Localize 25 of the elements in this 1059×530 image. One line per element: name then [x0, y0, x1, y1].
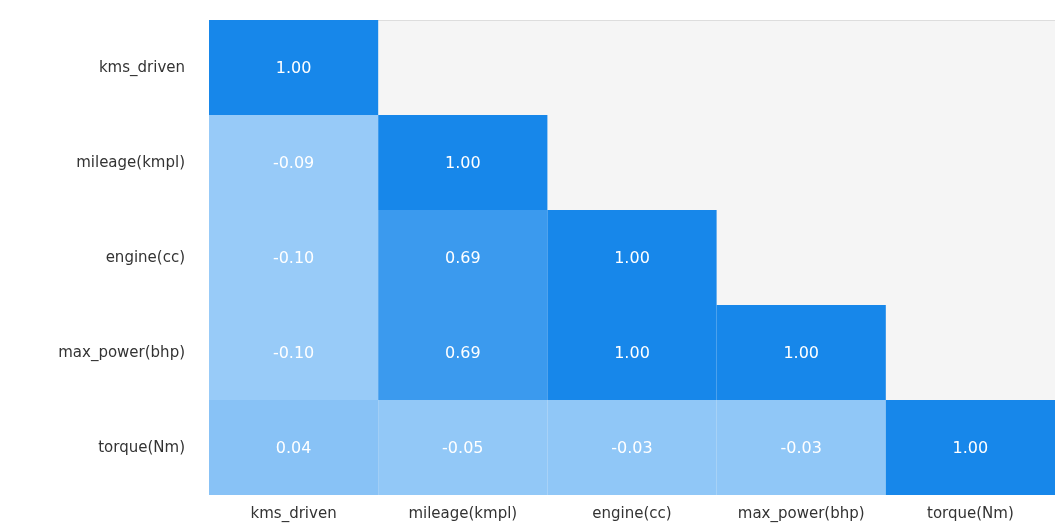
- data-label: 0.04: [275, 438, 312, 457]
- data-label: 0.69: [444, 343, 481, 362]
- data-label: 1.00: [275, 58, 312, 77]
- x-tick-label: max_power(bhp): [737, 503, 865, 523]
- y-tick-label: max_power(bhp): [58, 343, 185, 363]
- y-tick-label: mileage(kmpl): [76, 153, 185, 172]
- y-tick-label: kms_driven: [98, 58, 185, 78]
- data-label: 1.00: [614, 248, 650, 267]
- data-label: -0.05: [442, 438, 484, 457]
- x-tick-label: engine(cc): [592, 503, 672, 522]
- x-tick-label: torque(Nm): [927, 503, 1014, 522]
- data-label: -0.09: [272, 153, 315, 172]
- y-tick-label: engine(cc): [105, 248, 185, 267]
- data-label: -0.03: [780, 438, 822, 457]
- x-tick-label: mileage(kmpl): [408, 503, 518, 522]
- data-label: -0.10: [272, 248, 315, 267]
- data-label: 1.00: [952, 438, 989, 457]
- data-label: 1.00: [783, 343, 820, 362]
- data-label: 1.00: [444, 153, 481, 172]
- y-tick-label: torque(Nm): [98, 438, 185, 457]
- data-label: 1.00: [614, 343, 650, 362]
- x-tick-label: kms_driven: [250, 503, 337, 523]
- data-label: -0.10: [272, 343, 315, 362]
- data-label: -0.03: [611, 438, 653, 457]
- data-label: 0.69: [444, 248, 481, 267]
